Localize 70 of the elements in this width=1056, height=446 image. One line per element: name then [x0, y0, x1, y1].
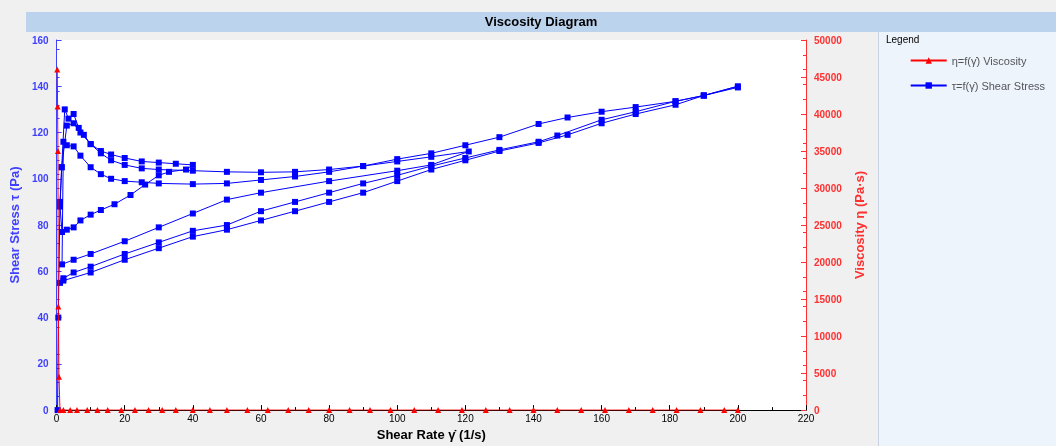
- y2-tick-label: 10000: [814, 330, 843, 342]
- point: [118, 407, 125, 414]
- y2-tick-label: 45000: [814, 71, 843, 83]
- y-tick-label: 60: [37, 265, 50, 277]
- point: [54, 148, 61, 155]
- x-axis-title: Shear Rate γ̇ (1/s): [376, 427, 486, 442]
- point: [94, 407, 101, 414]
- point: [159, 407, 166, 414]
- point: [578, 407, 585, 414]
- point: [244, 407, 251, 414]
- x-tick-label: 120: [457, 412, 475, 424]
- y-tick-label: 40: [37, 312, 50, 324]
- y2-tick-label: 25000: [814, 219, 843, 231]
- y2-tick-label: 5000: [814, 367, 837, 379]
- point: [435, 407, 442, 414]
- x-tick-label: 200: [729, 412, 747, 424]
- y2-tick-label: 35000: [814, 145, 843, 157]
- point: [189, 407, 196, 414]
- chart-title: Viscosity Diagram: [26, 12, 1056, 32]
- y-tick-label: 140: [31, 80, 50, 92]
- legend-label: η=f(γ̇) Viscosity: [951, 54, 1027, 67]
- x-tick-label: 160: [593, 412, 611, 424]
- y-tick-label: 20: [37, 358, 50, 370]
- point: [734, 407, 741, 414]
- x-tick-label: 40: [187, 412, 199, 424]
- x-tick-label: 140: [525, 412, 543, 424]
- x-tick-label: 220: [797, 412, 815, 424]
- point: [506, 407, 513, 414]
- y-tick-label: 80: [37, 219, 50, 231]
- y2-tick-label: 0: [814, 404, 820, 416]
- x-tick-label: 20: [119, 412, 131, 424]
- point: [60, 407, 67, 414]
- x-tick-label: 100: [388, 412, 407, 424]
- point: [131, 407, 138, 414]
- x-tick-label: 80: [323, 412, 336, 424]
- point: [697, 407, 704, 414]
- point: [366, 407, 373, 414]
- point: [104, 407, 111, 414]
- y-tick-label: 100: [31, 173, 50, 185]
- point: [673, 407, 680, 414]
- y-tick-label: 0: [43, 404, 50, 416]
- legend-label: τ=f(γ̇) Shear Stress: [951, 79, 1046, 92]
- x-tick-label: 0: [53, 412, 60, 424]
- point: [54, 66, 61, 73]
- point: [554, 407, 561, 414]
- point: [172, 407, 179, 414]
- point: [625, 407, 632, 414]
- point: [346, 407, 353, 414]
- x-tick-label: 60: [255, 412, 267, 424]
- point: [55, 373, 62, 380]
- point: [458, 407, 465, 414]
- legend-title: Legend: [886, 34, 920, 45]
- y2-tick-label: 15000: [814, 293, 843, 305]
- y-tick-label: 160: [31, 34, 50, 46]
- point: [602, 407, 609, 414]
- y-axis-title: Shear Stress τ (Pa): [7, 166, 22, 284]
- point: [54, 103, 61, 110]
- y2-axis-title: Viscosity η (Pa·s): [851, 170, 867, 280]
- y2-tick-label: 40000: [814, 108, 843, 120]
- point: [145, 407, 152, 414]
- point: [223, 407, 230, 414]
- point: [387, 407, 394, 414]
- x-tick-label: 180: [661, 412, 679, 424]
- point: [74, 407, 81, 414]
- y2-tick-label: 20000: [814, 256, 843, 268]
- point: [206, 407, 213, 414]
- y2-tick-label: 50000: [814, 34, 843, 46]
- point: [305, 407, 312, 414]
- y2-tick-label: 30000: [814, 182, 843, 194]
- y-tick-label: 120: [31, 127, 50, 139]
